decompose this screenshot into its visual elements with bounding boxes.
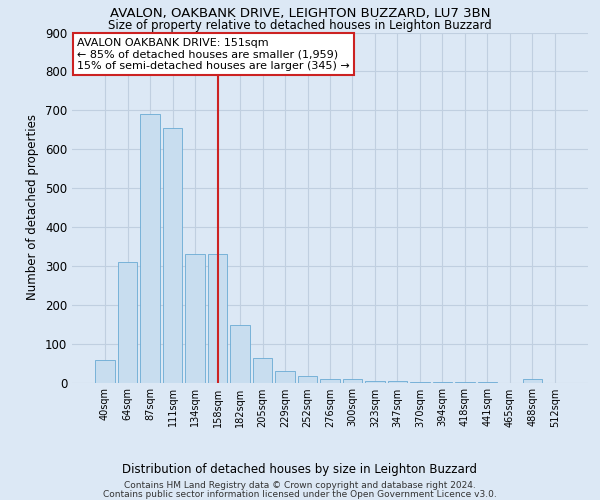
Bar: [365, 380, 385, 382]
Text: AVALON OAKBANK DRIVE: 151sqm
← 85% of detached houses are smaller (1,959)
15% of: AVALON OAKBANK DRIVE: 151sqm ← 85% of de…: [77, 38, 350, 71]
Text: Contains HM Land Registry data © Crown copyright and database right 2024.: Contains HM Land Registry data © Crown c…: [124, 481, 476, 490]
Bar: [320, 378, 340, 382]
Bar: [185, 254, 205, 382]
Text: Size of property relative to detached houses in Leighton Buzzard: Size of property relative to detached ho…: [108, 19, 492, 32]
Bar: [523, 378, 542, 382]
Bar: [208, 254, 227, 382]
Bar: [95, 360, 115, 382]
Text: AVALON, OAKBANK DRIVE, LEIGHTON BUZZARD, LU7 3BN: AVALON, OAKBANK DRIVE, LEIGHTON BUZZARD,…: [110, 8, 490, 20]
Bar: [140, 114, 160, 382]
Y-axis label: Number of detached properties: Number of detached properties: [26, 114, 40, 300]
Text: Distribution of detached houses by size in Leighton Buzzard: Distribution of detached houses by size …: [122, 462, 478, 475]
Bar: [118, 262, 137, 382]
Text: Contains public sector information licensed under the Open Government Licence v3: Contains public sector information licen…: [103, 490, 497, 499]
Bar: [343, 380, 362, 382]
Bar: [275, 371, 295, 382]
Bar: [163, 128, 182, 382]
Bar: [253, 358, 272, 382]
Bar: [298, 376, 317, 382]
Bar: [230, 325, 250, 382]
